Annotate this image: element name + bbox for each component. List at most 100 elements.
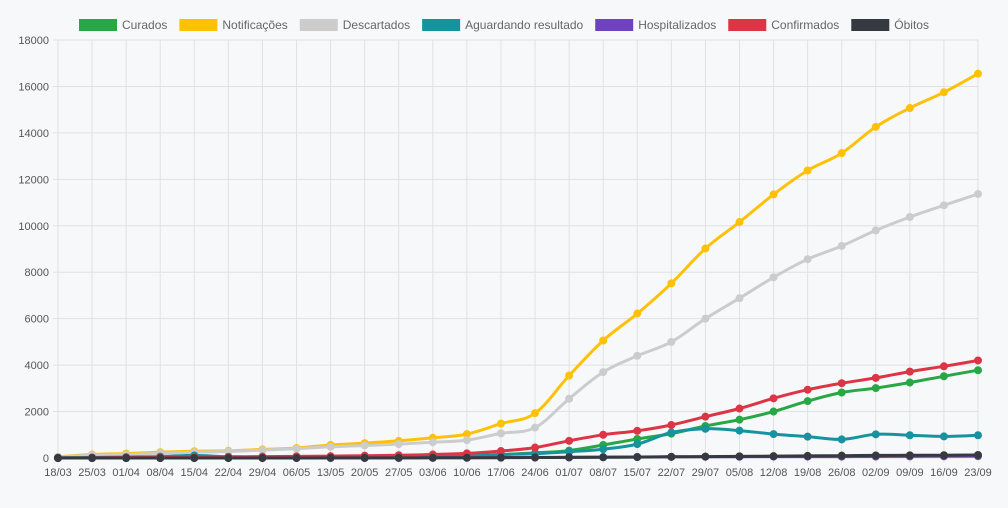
- data-point-confirmados[interactable]: [769, 394, 778, 403]
- data-point-obitos[interactable]: [156, 454, 165, 462]
- data-point-notificacoes[interactable]: [803, 166, 812, 175]
- data-point-obitos[interactable]: [394, 453, 403, 462]
- data-point-notificacoes[interactable]: [565, 371, 574, 380]
- data-point-curados[interactable]: [735, 415, 744, 424]
- data-point-confirmados[interactable]: [871, 373, 880, 382]
- data-point-confirmados[interactable]: [531, 443, 540, 452]
- data-point-descartados[interactable]: [326, 442, 335, 451]
- data-point-aguardando-resultado[interactable]: [633, 440, 642, 449]
- data-point-confirmados[interactable]: [735, 404, 744, 413]
- data-point-descartados[interactable]: [701, 314, 710, 323]
- data-point-obitos[interactable]: [565, 453, 574, 462]
- data-point-descartados[interactable]: [803, 255, 812, 264]
- data-point-confirmados[interactable]: [565, 436, 574, 445]
- data-point-aguardando-resultado[interactable]: [735, 426, 744, 435]
- data-point-obitos[interactable]: [735, 452, 744, 461]
- data-point-obitos[interactable]: [769, 452, 778, 461]
- data-point-curados[interactable]: [974, 366, 982, 375]
- data-point-curados[interactable]: [871, 384, 880, 393]
- data-point-descartados[interactable]: [292, 444, 301, 453]
- data-point-descartados[interactable]: [599, 368, 608, 377]
- data-point-aguardando-resultado[interactable]: [599, 445, 608, 454]
- data-point-notificacoes[interactable]: [633, 309, 642, 318]
- data-point-descartados[interactable]: [258, 446, 267, 455]
- data-point-obitos[interactable]: [54, 454, 62, 462]
- data-point-aguardando-resultado[interactable]: [667, 428, 676, 437]
- legend-item-notificacoes[interactable]: Notificações: [179, 18, 288, 32]
- data-point-aguardando-resultado[interactable]: [871, 430, 880, 439]
- data-point-descartados[interactable]: [565, 394, 574, 403]
- data-point-descartados[interactable]: [462, 436, 471, 445]
- data-point-notificacoes[interactable]: [974, 69, 982, 78]
- legend-item-confirmados[interactable]: Confirmados: [728, 18, 839, 32]
- data-point-aguardando-resultado[interactable]: [769, 430, 778, 439]
- data-point-descartados[interactable]: [735, 294, 744, 303]
- data-point-descartados[interactable]: [871, 226, 880, 235]
- data-point-obitos[interactable]: [224, 454, 233, 462]
- data-point-obitos[interactable]: [974, 450, 982, 459]
- data-point-descartados[interactable]: [633, 351, 642, 360]
- data-point-descartados[interactable]: [360, 441, 369, 450]
- data-point-obitos[interactable]: [599, 453, 608, 462]
- data-point-descartados[interactable]: [428, 438, 437, 447]
- data-point-descartados[interactable]: [667, 337, 676, 346]
- data-point-notificacoes[interactable]: [735, 218, 744, 227]
- data-point-notificacoes[interactable]: [905, 104, 914, 113]
- legend-item-descartados[interactable]: Descartados: [299, 18, 410, 32]
- data-point-obitos[interactable]: [258, 454, 267, 462]
- data-point-aguardando-resultado[interactable]: [939, 432, 948, 441]
- data-point-obitos[interactable]: [190, 454, 199, 462]
- data-point-confirmados[interactable]: [837, 379, 846, 388]
- data-point-notificacoes[interactable]: [871, 122, 880, 131]
- legend-item-curados[interactable]: Curados: [79, 18, 167, 32]
- data-point-curados[interactable]: [769, 407, 778, 416]
- data-point-obitos[interactable]: [667, 452, 676, 461]
- data-point-notificacoes[interactable]: [667, 279, 676, 288]
- data-point-curados[interactable]: [803, 397, 812, 406]
- data-point-descartados[interactable]: [905, 212, 914, 221]
- data-point-descartados[interactable]: [394, 440, 403, 449]
- legend-item-obitos[interactable]: Óbitos: [851, 17, 929, 32]
- data-point-notificacoes[interactable]: [939, 88, 948, 97]
- data-point-aguardando-resultado[interactable]: [837, 435, 846, 444]
- data-point-notificacoes[interactable]: [769, 190, 778, 199]
- data-point-notificacoes[interactable]: [599, 336, 608, 345]
- data-point-confirmados[interactable]: [939, 362, 948, 371]
- data-point-obitos[interactable]: [88, 454, 97, 462]
- data-point-confirmados[interactable]: [803, 385, 812, 394]
- data-point-descartados[interactable]: [837, 241, 846, 250]
- data-point-obitos[interactable]: [905, 451, 914, 460]
- data-point-notificacoes[interactable]: [496, 419, 505, 428]
- data-point-obitos[interactable]: [803, 451, 812, 460]
- data-point-aguardando-resultado[interactable]: [974, 431, 982, 440]
- data-point-obitos[interactable]: [939, 451, 948, 460]
- data-point-curados[interactable]: [837, 388, 846, 397]
- data-point-confirmados[interactable]: [599, 430, 608, 439]
- data-point-descartados[interactable]: [974, 189, 982, 198]
- data-point-curados[interactable]: [905, 378, 914, 387]
- data-point-obitos[interactable]: [326, 453, 335, 462]
- data-point-aguardando-resultado[interactable]: [905, 431, 914, 440]
- data-point-confirmados[interactable]: [905, 367, 914, 376]
- data-point-obitos[interactable]: [496, 453, 505, 462]
- legend-item-hospitalizados[interactable]: Hospitalizados: [595, 18, 716, 32]
- data-point-descartados[interactable]: [531, 423, 540, 432]
- data-point-descartados[interactable]: [769, 273, 778, 282]
- data-point-obitos[interactable]: [122, 454, 131, 462]
- data-point-curados[interactable]: [939, 372, 948, 381]
- data-point-descartados[interactable]: [496, 429, 505, 438]
- data-point-confirmados[interactable]: [667, 421, 676, 430]
- data-point-obitos[interactable]: [531, 453, 540, 462]
- data-point-aguardando-resultado[interactable]: [803, 432, 812, 441]
- data-point-obitos[interactable]: [462, 453, 471, 462]
- data-point-confirmados[interactable]: [974, 356, 982, 365]
- data-point-aguardando-resultado[interactable]: [701, 424, 710, 433]
- data-point-notificacoes[interactable]: [701, 244, 710, 253]
- legend-item-aguardando-resultado[interactable]: Aguardando resultado: [422, 18, 584, 32]
- data-point-confirmados[interactable]: [701, 412, 710, 421]
- data-point-obitos[interactable]: [837, 451, 846, 460]
- data-point-descartados[interactable]: [939, 201, 948, 210]
- data-point-notificacoes[interactable]: [837, 149, 846, 158]
- data-point-obitos[interactable]: [360, 453, 369, 462]
- data-point-obitos[interactable]: [871, 451, 880, 460]
